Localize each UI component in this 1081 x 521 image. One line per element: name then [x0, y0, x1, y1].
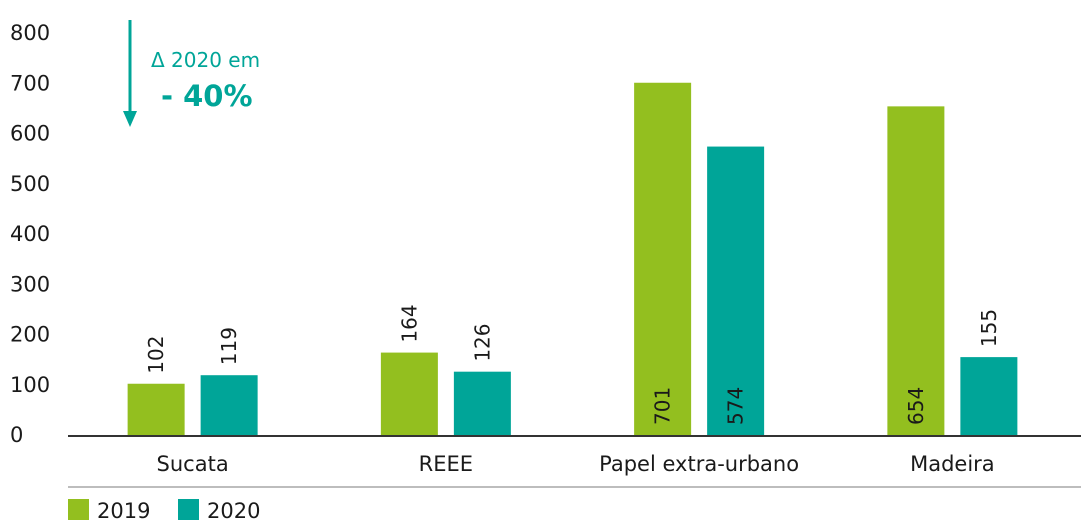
bar-2019 — [127, 383, 185, 435]
x-axis: Sucata REEE Papel extra-urbano Madeira — [157, 452, 995, 476]
data-label: 119 — [217, 327, 241, 365]
legend: 2019 2020 — [68, 499, 260, 521]
legend-label: 2019 — [97, 499, 150, 521]
y-tick-label: 600 — [10, 122, 50, 146]
bar-2019 — [380, 352, 438, 435]
bar-2020 — [200, 375, 258, 435]
y-tick-label: 700 — [10, 71, 50, 95]
data-labels: 102 119 164 126 701 574 654 155 — [144, 304, 1001, 425]
down-arrow-icon — [123, 111, 137, 127]
legend-label: 2020 — [207, 499, 260, 521]
data-label: 155 — [977, 309, 1001, 347]
annotation-value: - 40% — [161, 79, 253, 113]
category-label: Sucata — [157, 452, 229, 476]
y-tick-label: 500 — [10, 172, 50, 196]
annotation-line1: Δ 2020 em — [151, 48, 260, 72]
bar-2020 — [707, 146, 765, 435]
data-label: 126 — [470, 323, 494, 361]
bar-2019 — [887, 106, 945, 436]
data-label: 164 — [397, 304, 421, 342]
y-tick-label: 0 — [10, 423, 23, 447]
bar-2020 — [960, 357, 1018, 435]
data-label: 654 — [904, 387, 928, 425]
y-tick-label: 300 — [10, 272, 50, 296]
y-tick-label: 800 — [10, 21, 50, 45]
bars — [127, 82, 1018, 436]
data-label: 701 — [651, 387, 675, 425]
legend-swatch-2020 — [178, 499, 199, 520]
data-label: 574 — [724, 387, 748, 425]
y-axis: 0 100 200 300 400 500 600 700 800 — [10, 21, 50, 447]
category-label: REEE — [419, 452, 473, 476]
category-label: Papel extra-urbano — [599, 452, 799, 476]
y-tick-label: 100 — [10, 373, 50, 397]
data-label: 102 — [144, 336, 168, 374]
bar-2020 — [453, 371, 511, 435]
y-tick-label: 400 — [10, 222, 50, 246]
annotation: Δ 2020 em - 40% — [123, 20, 260, 127]
bar-2019 — [634, 82, 692, 435]
y-tick-label: 200 — [10, 323, 50, 347]
category-label: Madeira — [910, 452, 995, 476]
legend-swatch-2019 — [68, 499, 89, 520]
